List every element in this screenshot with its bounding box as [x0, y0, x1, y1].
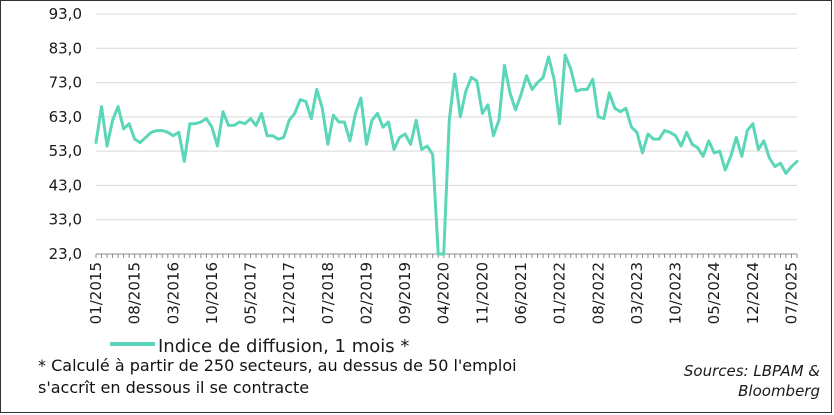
x-tick-label: 04/2020	[435, 262, 453, 324]
footnote-line-1: * Calculé à partir de 250 secteurs, au d…	[38, 356, 517, 375]
x-tick-label: 03/2023	[628, 262, 646, 324]
footnote: * Calculé à partir de 250 secteurs, au d…	[38, 355, 638, 399]
x-axis-ticks: 01/2015 08/2015 03/2016 10/2016 05/2017 12/20…	[87, 254, 800, 324]
source-note: Sources: LBPAM & Bloomberg	[620, 361, 820, 401]
y-axis-ticks: 23,0 33,0 43,0 53,0 63,0 73,0 83,0 93,0	[49, 5, 82, 263]
y-tick-label: 53,0	[49, 142, 82, 160]
x-tick-label: 05/2017	[242, 262, 260, 324]
x-tick-label: 07/2018	[319, 262, 337, 324]
x-tick-label: 10/2023	[667, 262, 685, 324]
x-tick-label: 05/2024	[705, 262, 723, 324]
x-tick-label: 12/2024	[744, 262, 762, 324]
grid-lines	[96, 13, 797, 221]
source-line-1: Sources: LBPAM &	[683, 362, 820, 380]
source-line-2: Bloomberg	[738, 382, 820, 400]
x-tick-label: 10/2016	[203, 262, 221, 324]
x-tick-label: 08/2022	[589, 262, 607, 324]
y-tick-label: 63,0	[49, 108, 82, 126]
x-tick-label: 01/2022	[551, 262, 569, 324]
y-tick-label: 33,0	[49, 211, 82, 229]
footnote-line-2: s'accrît en dessous il se contracte	[38, 378, 310, 397]
x-tick-label: 03/2016	[164, 262, 182, 324]
x-tick-label: 08/2015	[126, 262, 144, 324]
series-line-diffusion-index	[94, 53, 799, 256]
y-tick-label: 83,0	[49, 39, 82, 57]
series-group	[94, 53, 799, 256]
x-tick-label: 11/2020	[473, 262, 491, 324]
y-tick-label: 43,0	[49, 176, 82, 194]
legend-label: Indice de diffusion, 1 mois *	[158, 336, 409, 357]
y-tick-label: 23,0	[49, 245, 82, 263]
x-tick-label: 07/2025	[782, 262, 800, 324]
x-tick-label: 02/2019	[357, 262, 375, 324]
y-tick-label: 93,0	[49, 5, 82, 23]
y-tick-label: 73,0	[49, 74, 82, 92]
x-tick-label: 12/2017	[280, 262, 298, 324]
x-tick-label: 06/2021	[512, 262, 530, 324]
x-tick-label: 01/2015	[87, 262, 105, 324]
x-tick-label: 09/2019	[396, 262, 414, 324]
legend: Indice de diffusion, 1 mois *	[110, 336, 409, 357]
